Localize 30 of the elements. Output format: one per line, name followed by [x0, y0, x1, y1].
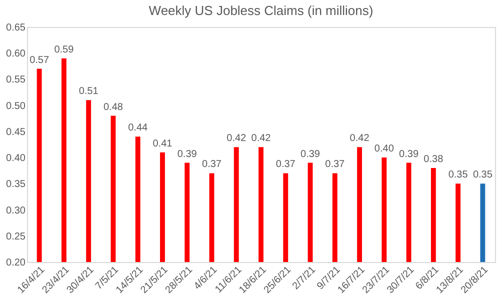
- y-tick-label: 0.40: [6, 153, 26, 164]
- y-tick-label: 0.30: [6, 205, 26, 216]
- data-label: 0.41: [152, 138, 173, 150]
- data-label: 0.42: [251, 133, 272, 144]
- data-label: 0.48: [103, 102, 124, 113]
- data-label: 0.35: [472, 170, 493, 181]
- data-label: 0.59: [54, 44, 74, 56]
- data-label: 0.57: [30, 54, 50, 66]
- data-label: 0.37: [202, 159, 222, 170]
- chart-title: Weekly US Jobless Claims (in millions): [148, 3, 374, 18]
- data-label: 0.51: [78, 86, 99, 98]
- data-label: 0.40: [374, 144, 394, 155]
- data-label: 0.39: [177, 148, 198, 160]
- data-label: 0.37: [276, 159, 296, 170]
- data-label: 0.39: [399, 148, 419, 160]
- y-tick-label: 0.55: [6, 74, 26, 86]
- y-tick-label: 0.60: [6, 48, 26, 60]
- y-tick-label: 0.65: [6, 22, 26, 34]
- data-label: 0.37: [325, 159, 346, 170]
- y-tick-label: 0.50: [6, 100, 26, 112]
- data-label: 0.35: [448, 170, 468, 181]
- y-tick-label: 0.20: [6, 258, 26, 268]
- data-label: 0.42: [226, 133, 247, 144]
- data-label: 0.42: [350, 133, 370, 144]
- y-tick-label: 0.35: [6, 179, 26, 190]
- data-label: 0.38: [424, 154, 444, 165]
- data-label: 0.39: [300, 148, 320, 160]
- y-tick-label: 0.25: [6, 231, 26, 242]
- y-tick-label: 0.45: [6, 126, 26, 138]
- data-label: 0.44: [128, 122, 148, 134]
